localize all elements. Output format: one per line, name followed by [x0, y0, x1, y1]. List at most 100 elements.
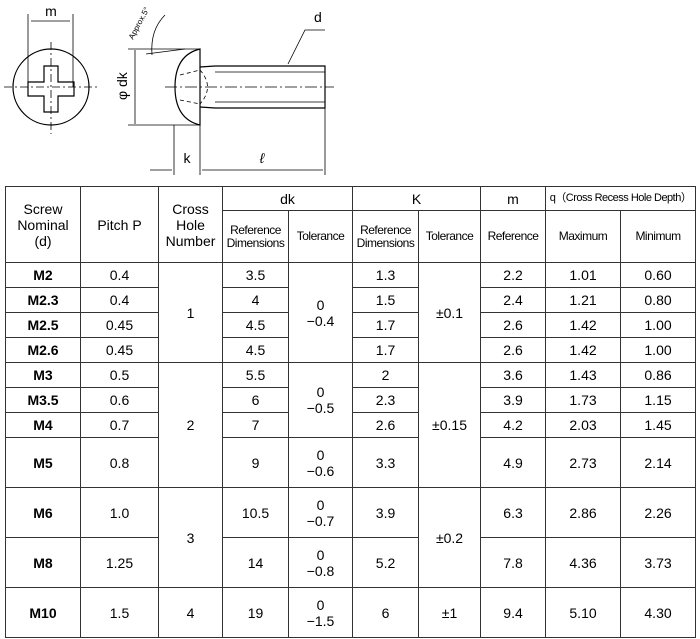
- m-reference: 4.9: [480, 437, 547, 488]
- k-reference: 2.3: [352, 387, 420, 413]
- header-k: K: [352, 186, 482, 211]
- table-row: M3 0.5 2 5.5 0 −0.5 2 ±0.15 3.6 1.43 0.86: [5, 362, 697, 488]
- k-reference: 1.7: [352, 312, 420, 338]
- pitch: 0.7: [80, 412, 159, 438]
- cross-hole-number: 3: [158, 487, 223, 588]
- header-q-max: Maximum: [545, 210, 622, 263]
- q-minimum: 1.00: [620, 312, 697, 338]
- k-reference: 2.6: [352, 412, 420, 438]
- q-minimum: 1.15: [620, 387, 697, 413]
- header-m-ref: Reference: [480, 210, 547, 263]
- table-row: M2.6 0.45 4.5 1.7 2.6 1.42 1.00: [5, 337, 697, 363]
- k-reference: 6: [352, 587, 420, 638]
- k-tolerance: ±0.15: [418, 362, 482, 488]
- label-d: d: [314, 9, 322, 25]
- q-minimum: 0.86: [620, 362, 697, 388]
- m-reference: 3.6: [480, 362, 547, 388]
- q-minimum: 1.00: [620, 337, 697, 363]
- dk-reference: 4.5: [222, 312, 289, 338]
- q-maximum: 2.03: [545, 412, 622, 438]
- screw-nominal: M4: [5, 412, 81, 438]
- q-minimum: 2.14: [620, 437, 697, 488]
- k-reference: 2: [352, 362, 420, 388]
- tolerance-value: 0: [316, 296, 325, 313]
- screw-nominal: M2: [5, 262, 81, 288]
- label-k: k: [184, 150, 192, 166]
- header-k-ref: Reference Dimensions: [352, 210, 420, 263]
- m-reference: 2.4: [480, 287, 547, 313]
- header-k-tol: Tolerance: [418, 210, 482, 263]
- cross-recess-icon: [27, 65, 75, 113]
- tolerance-value: 0: [316, 596, 325, 613]
- m-reference: 4.2: [480, 412, 547, 438]
- table-row: M2 0.4 1 3.5 0 −0.4 1.3 ±0.1 2.2 1.01 0.60: [5, 262, 697, 363]
- cross-hole-number: 4: [158, 587, 223, 638]
- label-approx: Approx.5°: [127, 6, 151, 41]
- m-reference: 6.3: [480, 487, 547, 538]
- pitch: 0.6: [80, 387, 159, 413]
- pitch: 0.4: [80, 287, 159, 313]
- header-dk: dk: [221, 186, 354, 211]
- dk-reference: 4: [222, 287, 289, 313]
- q-maximum: 1.43: [545, 362, 622, 388]
- screw-nominal: M8: [5, 537, 81, 588]
- pitch: 0.5: [80, 362, 159, 388]
- q-minimum: 0.60: [620, 262, 697, 288]
- k-reference: 5.2: [352, 537, 420, 588]
- tolerance-value: −0.7: [306, 512, 335, 529]
- q-maximum: 1.01: [545, 262, 622, 288]
- dk-tolerance: 0 −1.5: [287, 587, 354, 638]
- header-pitch: Pitch P: [80, 186, 159, 263]
- tolerance-value: −0.4: [306, 312, 335, 329]
- header-q: q（Cross Recess Hole Depth）: [545, 186, 697, 211]
- dk-reference: 7: [222, 412, 289, 438]
- q-minimum: 2.26: [620, 487, 697, 538]
- q-maximum: 1.21: [545, 287, 622, 313]
- pitch: 0.45: [80, 312, 159, 338]
- screw-nominal: M6: [5, 487, 81, 538]
- dk-tolerance: 0 −0.6: [287, 437, 354, 488]
- screw-nominal: M3: [5, 362, 81, 388]
- tolerance-value: 0: [316, 446, 325, 463]
- k-reference: 1.3: [352, 262, 420, 288]
- table-row: M2.3 0.4 4 1.5 2.4 1.21 0.80: [5, 287, 697, 313]
- tolerance-value: −0.5: [306, 400, 335, 416]
- m-reference: 9.4: [480, 587, 547, 638]
- k-tolerance: ±0.1: [418, 262, 482, 363]
- q-maximum: 1.42: [545, 337, 622, 363]
- tolerance-value: −0.8: [306, 562, 335, 579]
- q-minimum: 3.73: [620, 537, 697, 588]
- header-cross-hole: Cross Hole Number: [158, 186, 223, 263]
- q-minimum: 1.45: [620, 412, 697, 438]
- screw-nominal: M10: [5, 587, 81, 638]
- dk-tolerance: 0 −0.5: [287, 362, 354, 438]
- dk-reference: 10.5: [222, 487, 289, 538]
- pitch: 1.0: [80, 487, 159, 538]
- q-minimum: 0.80: [620, 287, 697, 313]
- q-maximum: 5.10: [545, 587, 622, 638]
- k-tolerance: ±0.2: [418, 487, 482, 588]
- tolerance-value: −0.6: [306, 462, 335, 479]
- dk-reference: 4.5: [222, 337, 289, 363]
- table-row: M6 1.0 3 10.5 0 −0.7 3.9 ±0.2 6.3 2.86 2.26: [5, 487, 697, 588]
- cross-hole-number: 2: [158, 362, 223, 488]
- pitch: 0.8: [80, 437, 159, 488]
- header-dk-tol: Tolerance: [287, 210, 354, 263]
- header-q-min: Minimum: [620, 210, 697, 263]
- q-maximum: 1.42: [545, 312, 622, 338]
- pitch: 1.5: [80, 587, 159, 638]
- tolerance-value: 0: [316, 546, 325, 563]
- m-reference: 2.2: [480, 262, 547, 288]
- screw-drawing: m d φ dk k ℓ Approx.5°: [4, 3, 334, 175]
- label-dk: φ dk: [114, 71, 130, 100]
- pitch: 0.4: [80, 262, 159, 288]
- q-maximum: 4.36: [545, 537, 622, 588]
- m-reference: 7.8: [480, 537, 547, 588]
- dk-tolerance: 0 −0.7: [287, 487, 354, 538]
- dimension-table: Screw Nominal (d) Pitch P Cross Hole Number …: [5, 186, 697, 638]
- dk-reference: 14: [222, 537, 289, 588]
- screw-nominal: M2.6: [5, 337, 81, 363]
- label-m: m: [45, 3, 57, 19]
- dk-reference: 6: [222, 387, 289, 413]
- table-row: M10 1.5 4 19 0 −1.5 6 ±1 9.4 5.10 4.30: [5, 587, 697, 638]
